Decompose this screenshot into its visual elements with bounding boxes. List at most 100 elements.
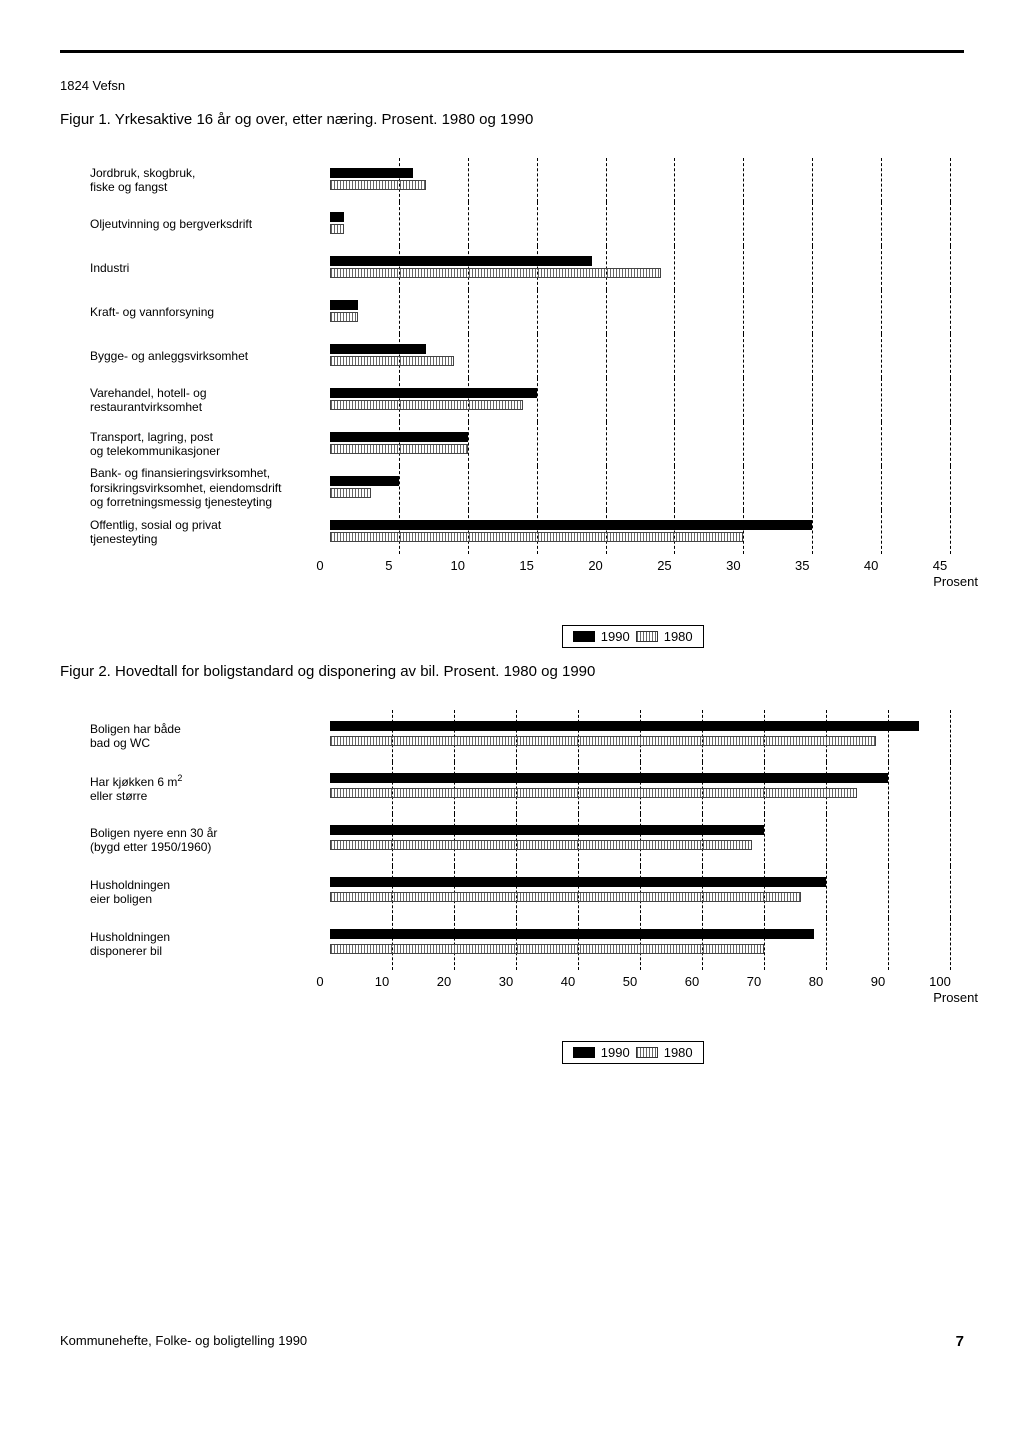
gridline xyxy=(537,158,538,202)
gridline xyxy=(674,158,675,202)
bars-area xyxy=(330,246,964,290)
tick-label: 40 xyxy=(864,558,878,573)
gridline xyxy=(812,202,813,246)
gridline xyxy=(950,378,951,422)
bar-1990 xyxy=(330,721,919,731)
bar-1980 xyxy=(330,268,661,278)
gridline xyxy=(881,466,882,510)
gridline xyxy=(881,246,882,290)
bar-1980 xyxy=(330,312,358,322)
legend-label-1990: 1990 xyxy=(601,629,630,644)
legend-label-1980: 1980 xyxy=(664,1045,693,1060)
figure2-axis-ticks: Prosent 0102030405060708090100 xyxy=(320,974,964,994)
bars-area xyxy=(330,762,964,814)
tick-label: 30 xyxy=(726,558,740,573)
gridline xyxy=(468,202,469,246)
bars-area xyxy=(330,290,964,334)
category-label: Transport, lagring, postog telekommunika… xyxy=(90,430,330,459)
bars-area xyxy=(330,378,964,422)
gridline xyxy=(537,334,538,378)
gridline xyxy=(606,158,607,202)
figure2-legend: 1990 1980 xyxy=(562,1041,704,1064)
legend-swatch-1990 xyxy=(573,1047,595,1058)
footer-text: Kommunehefte, Folke- og boligtelling 199… xyxy=(60,1333,307,1350)
bars-area xyxy=(330,422,964,466)
gridline xyxy=(743,334,744,378)
gridline xyxy=(743,158,744,202)
bar-1990 xyxy=(330,168,413,178)
tick-label: 20 xyxy=(588,558,602,573)
category-label: Har kjøkken 6 m2 eller større xyxy=(90,773,330,804)
gridline xyxy=(950,710,951,762)
gridline xyxy=(812,510,813,554)
gridline xyxy=(674,422,675,466)
bar-1990 xyxy=(330,877,826,887)
gridline xyxy=(468,422,469,466)
tick-label: 5 xyxy=(385,558,392,573)
gridline xyxy=(888,866,889,918)
tick-label: 10 xyxy=(375,974,389,989)
gridline xyxy=(950,246,951,290)
tick-label: 80 xyxy=(809,974,823,989)
bar-1980 xyxy=(330,444,468,454)
bars-area xyxy=(330,466,964,510)
gridline xyxy=(881,422,882,466)
bar-1980 xyxy=(330,892,801,902)
chart-row: Boligen nyere enn 30 år(bygd etter 1950/… xyxy=(90,814,964,866)
bars-area xyxy=(330,510,964,554)
category-label: Boligen nyere enn 30 år(bygd etter 1950/… xyxy=(90,826,330,855)
gridline xyxy=(881,334,882,378)
gridline xyxy=(950,762,951,814)
gridline xyxy=(881,158,882,202)
gridline xyxy=(950,466,951,510)
gridline xyxy=(881,202,882,246)
bar-1980 xyxy=(330,400,523,410)
gridline xyxy=(743,246,744,290)
bar-1980 xyxy=(330,356,454,366)
category-label: Oljeutvinning og bergverksdrift xyxy=(90,217,330,231)
gridline xyxy=(399,466,400,510)
gridline xyxy=(743,290,744,334)
bars-area xyxy=(330,158,964,202)
bar-1990 xyxy=(330,929,814,939)
gridline xyxy=(950,334,951,378)
gridline xyxy=(950,510,951,554)
bars-area xyxy=(330,918,964,970)
tick-label: 0 xyxy=(316,558,323,573)
chart-row: Bank- og finansieringsvirksomhet,forsikr… xyxy=(90,466,964,510)
gridline xyxy=(674,466,675,510)
gridline xyxy=(606,422,607,466)
bar-1980 xyxy=(330,180,426,190)
bar-1990 xyxy=(330,476,399,486)
chart-row: Har kjøkken 6 m2 eller større xyxy=(90,762,964,814)
gridline xyxy=(468,466,469,510)
figure1-chart: Jordbruk, skogbruk,fiske og fangstOljeut… xyxy=(90,158,964,618)
category-label: Bygge- og anleggsvirksomhet xyxy=(90,349,330,363)
gridline xyxy=(812,466,813,510)
figure1-unit: Prosent xyxy=(933,574,978,589)
gridline xyxy=(888,814,889,866)
gridline xyxy=(812,290,813,334)
tick-label: 25 xyxy=(657,558,671,573)
bars-area xyxy=(330,202,964,246)
gridline xyxy=(764,918,765,970)
gridline xyxy=(950,866,951,918)
bar-1990 xyxy=(330,825,764,835)
gridline xyxy=(606,290,607,334)
bars-area xyxy=(330,866,964,918)
category-label: Offentlig, sosial og privattjenesteyting xyxy=(90,518,330,547)
gridline xyxy=(537,202,538,246)
gridline xyxy=(743,510,744,554)
tick-label: 10 xyxy=(451,558,465,573)
gridline xyxy=(468,290,469,334)
category-label: Husholdningeneier boligen xyxy=(90,878,330,907)
gridline xyxy=(812,334,813,378)
category-label: Varehandel, hotell- ogrestaurantvirksomh… xyxy=(90,386,330,415)
category-label: Husholdningendisponerer bil xyxy=(90,930,330,959)
gridline xyxy=(606,378,607,422)
gridline xyxy=(826,814,827,866)
chart-row: Boligen har bådebad og WC xyxy=(90,710,964,762)
gridline xyxy=(888,762,889,814)
chart-row: Husholdningeneier boligen xyxy=(90,866,964,918)
chart-row: Bygge- og anleggsvirksomhet xyxy=(90,334,964,378)
